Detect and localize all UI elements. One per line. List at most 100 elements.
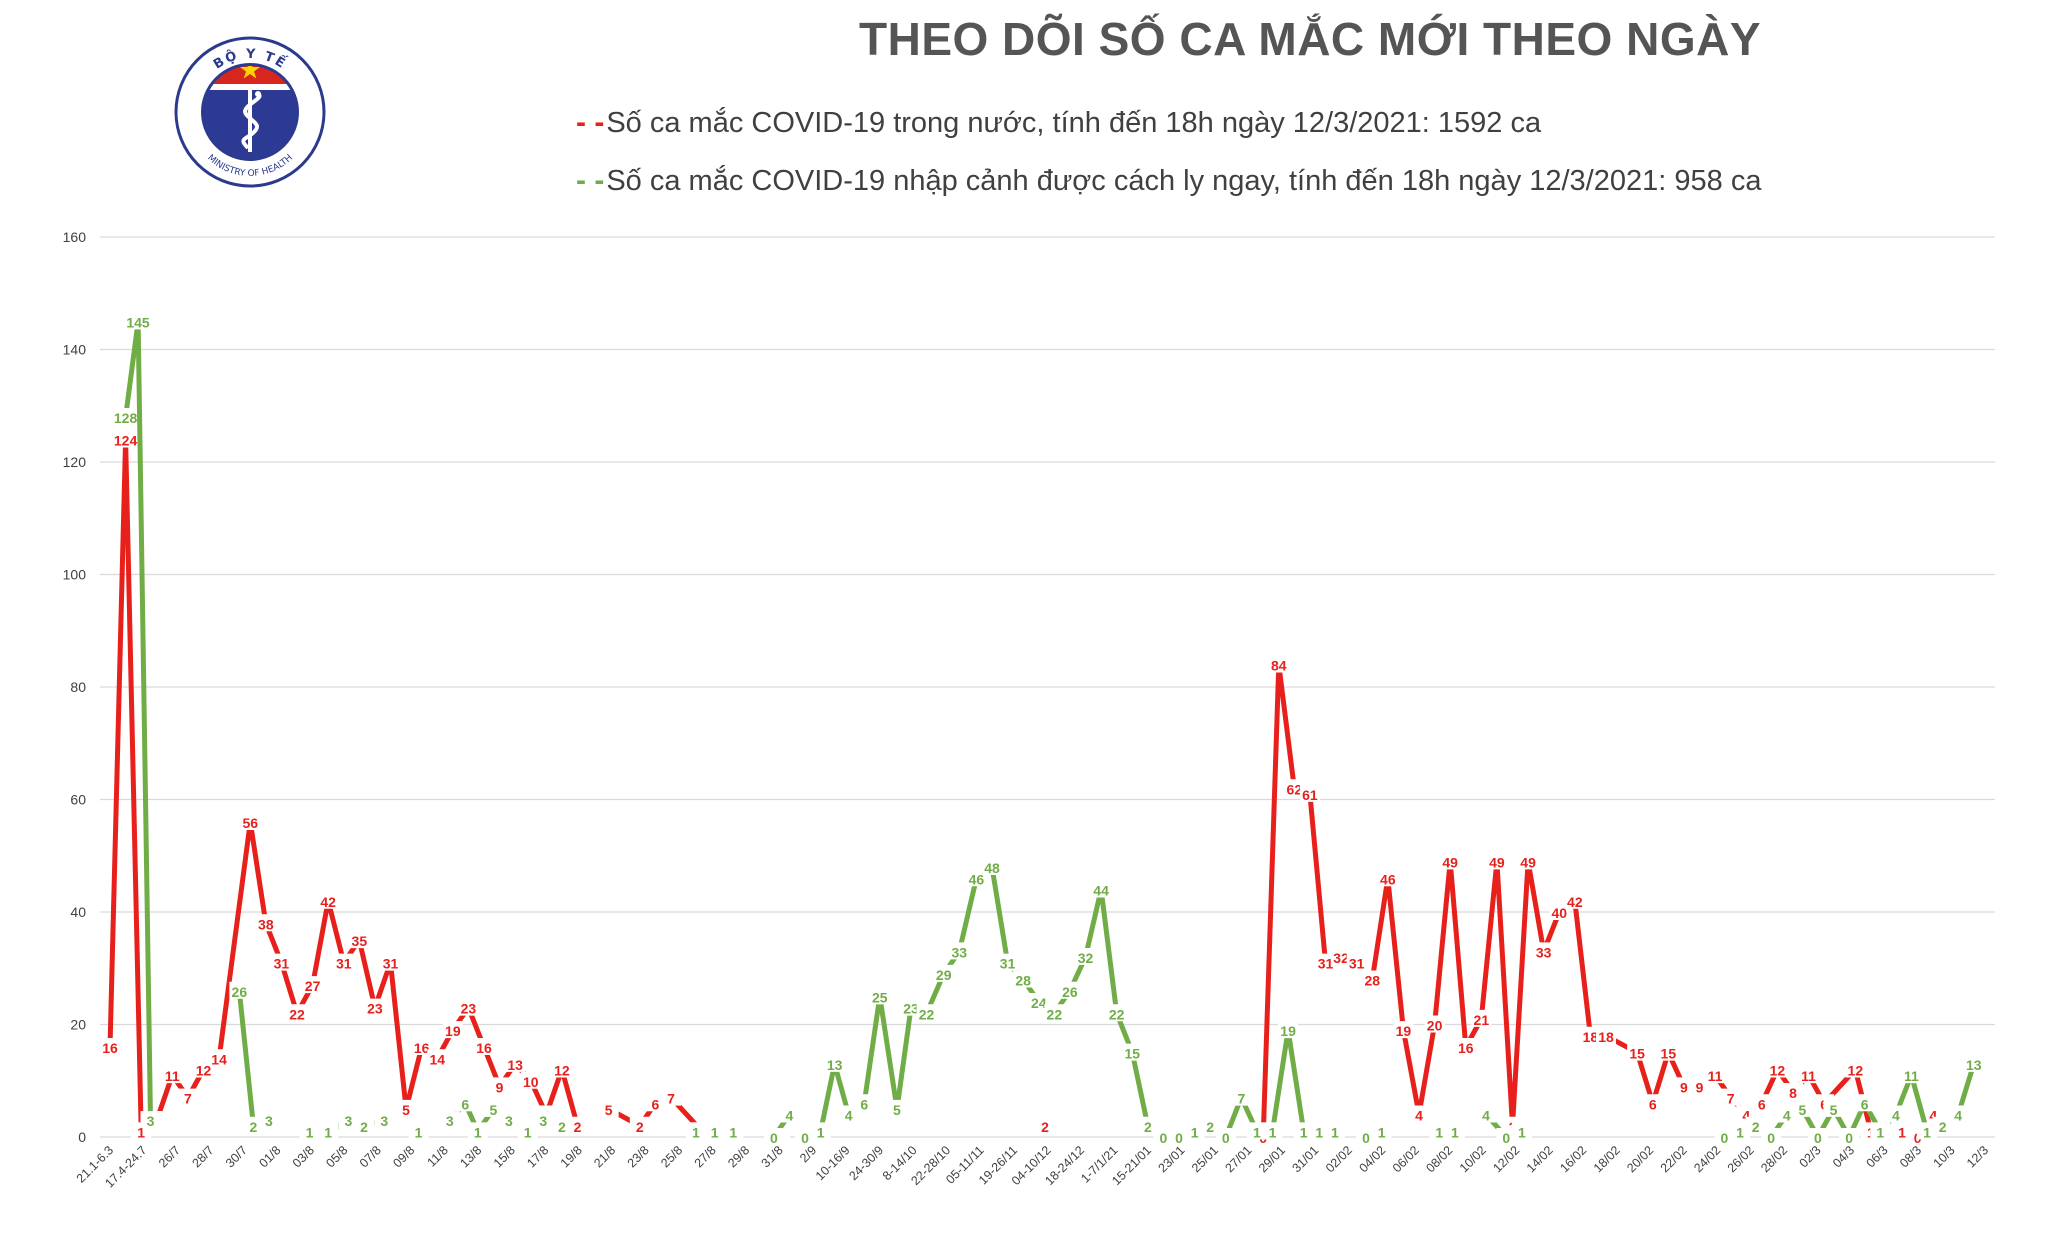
x-tick-label: 02/02 xyxy=(1323,1143,1355,1175)
data-label-bg xyxy=(489,1077,510,1095)
x-tick-label: 10/3 xyxy=(1931,1143,1958,1170)
data-label: 1 xyxy=(1898,1124,1906,1140)
caduceus-snake-icon xyxy=(241,92,262,150)
data-label: 33 xyxy=(952,944,968,960)
data-label-bg xyxy=(900,998,921,1016)
data-label-bg xyxy=(1444,1122,1465,1140)
data-label-bg xyxy=(1278,1021,1299,1039)
data-label: 20 xyxy=(1427,1018,1443,1034)
data-label-bg xyxy=(1315,953,1336,971)
data-label-bg xyxy=(128,312,149,330)
data-label-bg xyxy=(1932,1116,1953,1134)
data-label: 4 xyxy=(1783,1108,1791,1124)
x-tick-label: 22/02 xyxy=(1658,1143,1690,1175)
data-label-bg xyxy=(1169,1128,1190,1145)
data-label-bg xyxy=(685,1122,706,1140)
legend-label-domestic: Số ca mắc COVID-19 trong nước, tính đến … xyxy=(606,107,1542,139)
y-tick-label: 120 xyxy=(63,454,87,470)
data-label: 24 xyxy=(1031,995,1047,1011)
data-label-bg xyxy=(1044,1004,1065,1022)
x-tick-label: 30/7 xyxy=(223,1143,250,1170)
data-label-bg xyxy=(1028,993,1049,1010)
data-label-bg xyxy=(255,914,276,932)
data-label: 1 xyxy=(1253,1124,1261,1140)
data-label-bg xyxy=(1122,1043,1143,1061)
x-tick-label: 15/8 xyxy=(491,1143,518,1170)
data-label-bg xyxy=(1106,1004,1127,1022)
data-label-bg xyxy=(140,1111,161,1129)
data-label: 2 xyxy=(636,1119,644,1135)
data-label-bg xyxy=(1455,1038,1476,1055)
data-label: 46 xyxy=(969,871,985,887)
data-label-bg xyxy=(1689,1077,1710,1095)
x-tick-label: 08/02 xyxy=(1423,1143,1455,1175)
star-icon xyxy=(240,66,260,79)
data-label: 0 xyxy=(1721,1130,1729,1146)
data-label: 1 xyxy=(711,1124,719,1140)
data-label-bg xyxy=(467,1122,488,1140)
data-label-bg xyxy=(1471,1009,1492,1027)
data-label-bg xyxy=(1823,1099,1844,1117)
data-label-bg xyxy=(1948,1105,1969,1123)
data-label: 13 xyxy=(1966,1057,1982,1073)
data-label: 31 xyxy=(383,956,399,972)
data-label: 0 xyxy=(1362,1130,1370,1146)
data-label-bg xyxy=(1564,891,1585,909)
x-tick-label: 24-30/9 xyxy=(846,1143,886,1183)
data-label-bg xyxy=(1745,1116,1766,1134)
data-label: 1 xyxy=(1191,1124,1199,1140)
data-label-bg xyxy=(411,1038,432,1055)
data-label: 1 xyxy=(1518,1124,1526,1140)
data-label: 28 xyxy=(1015,973,1031,989)
data-label-bg xyxy=(299,1122,320,1140)
data-label-bg xyxy=(442,1021,463,1039)
data-label: 14 xyxy=(211,1051,227,1067)
data-label-bg xyxy=(1714,1128,1735,1145)
data-label: 1 xyxy=(1451,1124,1459,1140)
data-label-bg xyxy=(661,1088,681,1106)
x-tick-label: 28/02 xyxy=(1758,1143,1790,1175)
data-label: 1 xyxy=(1378,1124,1386,1140)
data-label-bg xyxy=(1059,981,1080,999)
data-label-bg xyxy=(1331,948,1352,965)
data-label-bg xyxy=(1356,1128,1377,1145)
data-label-bg xyxy=(1845,1060,1866,1078)
data-label: 11 xyxy=(1801,1068,1816,1084)
data-label-bg xyxy=(1200,1116,1221,1134)
data-label-bg xyxy=(1268,655,1289,673)
data-label-bg xyxy=(551,1116,572,1134)
x-tick-label: 09/8 xyxy=(390,1143,417,1170)
data-label: 7 xyxy=(1727,1091,1735,1107)
data-label-bg xyxy=(1901,1066,1922,1084)
data-label-bg xyxy=(458,998,479,1016)
x-tick-label: 25/8 xyxy=(658,1143,685,1170)
data-label: 14 xyxy=(429,1051,445,1067)
data-label-bg xyxy=(498,1111,519,1129)
data-label: 4 xyxy=(786,1108,794,1124)
y-tick-label: 20 xyxy=(70,1017,86,1033)
data-label: 22 xyxy=(1109,1006,1125,1022)
data-label: 29 xyxy=(936,967,952,983)
data-label: 6 xyxy=(1861,1096,1869,1112)
caduceus-staff-icon xyxy=(248,90,252,152)
y-tick-label: 0 xyxy=(78,1129,86,1145)
x-tick-label: 31/8 xyxy=(759,1143,786,1170)
x-tick-label: 17/8 xyxy=(524,1143,551,1170)
x-tick-label: 27/8 xyxy=(692,1143,719,1170)
x-tick-label: 02/3 xyxy=(1797,1143,1824,1170)
data-label-bg xyxy=(1091,880,1112,898)
data-label: 19 xyxy=(1280,1023,1296,1039)
data-label-bg xyxy=(1596,1026,1616,1044)
data-label: 1 xyxy=(474,1124,482,1140)
data-label: 124 xyxy=(114,433,138,449)
data-label-bg xyxy=(966,869,987,887)
series-domestic: 1612413117121456383122274231352331516141… xyxy=(100,430,1944,1146)
x-tick-label: 04/02 xyxy=(1356,1143,1388,1175)
data-label: 5 xyxy=(1798,1102,1806,1118)
data-label: 13 xyxy=(507,1057,523,1073)
data-label: 49 xyxy=(1520,854,1536,870)
data-label-bg xyxy=(427,1049,448,1067)
data-label: 23 xyxy=(903,1001,919,1017)
data-label-bg xyxy=(869,987,890,1005)
data-label-bg xyxy=(551,1060,572,1078)
